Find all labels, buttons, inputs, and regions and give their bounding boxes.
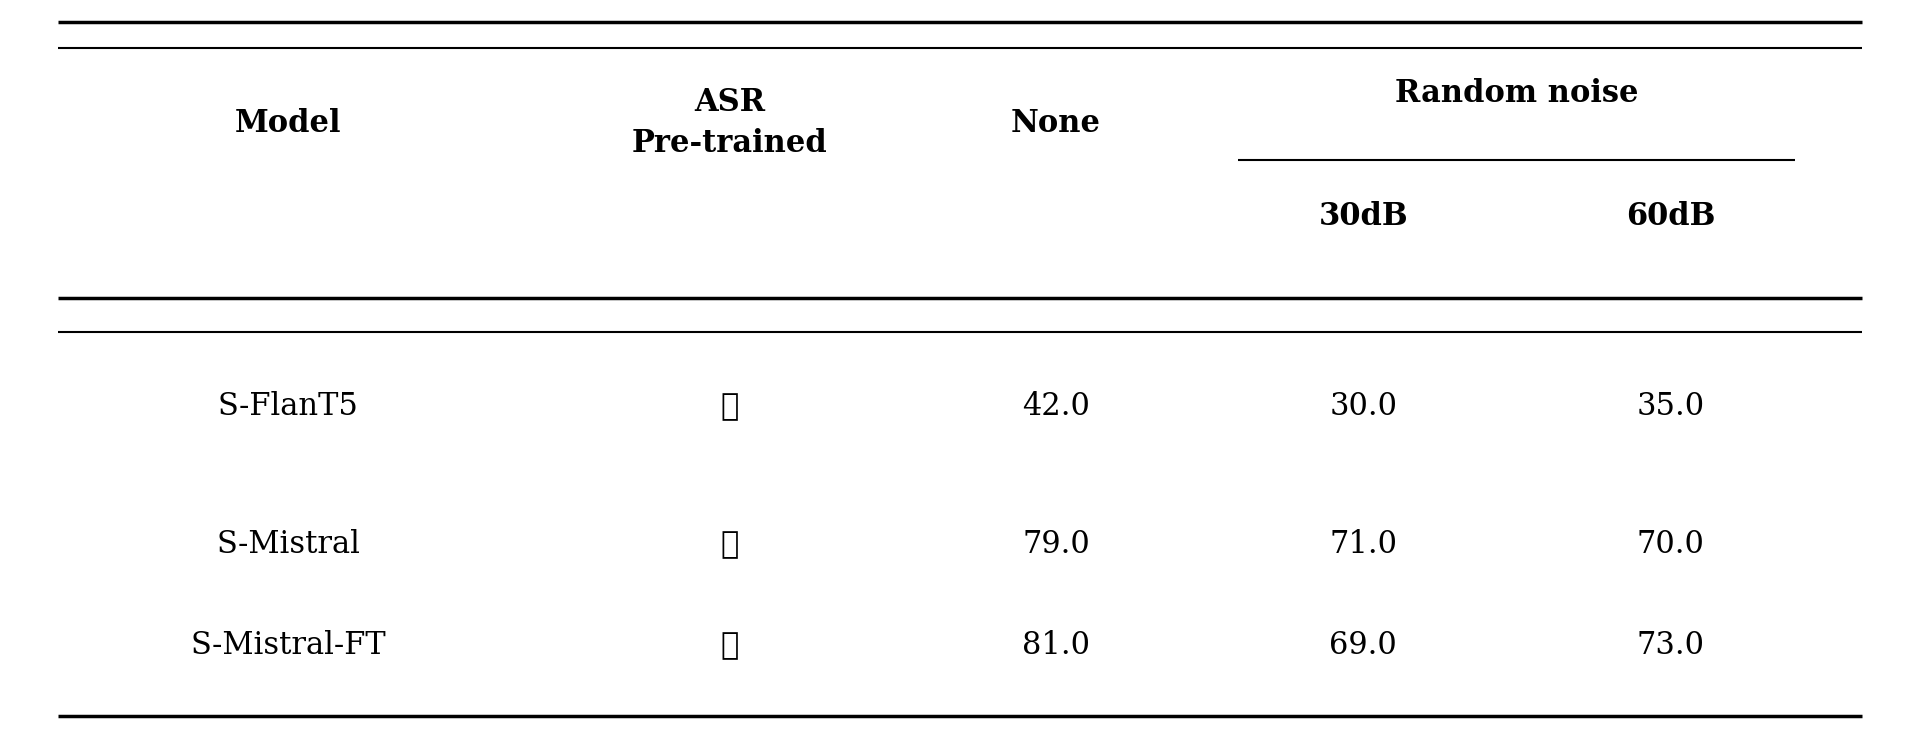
Text: Random noise: Random noise bbox=[1396, 78, 1638, 109]
Text: 30dB: 30dB bbox=[1319, 201, 1407, 232]
Text: 42.0: 42.0 bbox=[1021, 391, 1091, 422]
Text: 60dB: 60dB bbox=[1626, 201, 1715, 232]
Text: ✓: ✓ bbox=[720, 529, 739, 560]
Text: 73.0: 73.0 bbox=[1636, 630, 1705, 661]
Text: 30.0: 30.0 bbox=[1329, 391, 1398, 422]
Text: S-Mistral: S-Mistral bbox=[217, 529, 359, 560]
Text: 79.0: 79.0 bbox=[1021, 529, 1091, 560]
Text: 81.0: 81.0 bbox=[1021, 630, 1091, 661]
Text: S-FlanT5: S-FlanT5 bbox=[217, 391, 359, 422]
Text: S-Mistral-FT: S-Mistral-FT bbox=[190, 630, 386, 661]
Text: 35.0: 35.0 bbox=[1636, 391, 1705, 422]
Text: Model: Model bbox=[234, 107, 342, 139]
Text: 71.0: 71.0 bbox=[1329, 529, 1398, 560]
Text: 70.0: 70.0 bbox=[1636, 529, 1705, 560]
Text: ✓: ✓ bbox=[720, 391, 739, 422]
Text: ASR
Pre-trained: ASR Pre-trained bbox=[632, 87, 828, 159]
Text: ✓: ✓ bbox=[720, 630, 739, 661]
Text: 69.0: 69.0 bbox=[1329, 630, 1398, 661]
Text: None: None bbox=[1012, 107, 1100, 139]
